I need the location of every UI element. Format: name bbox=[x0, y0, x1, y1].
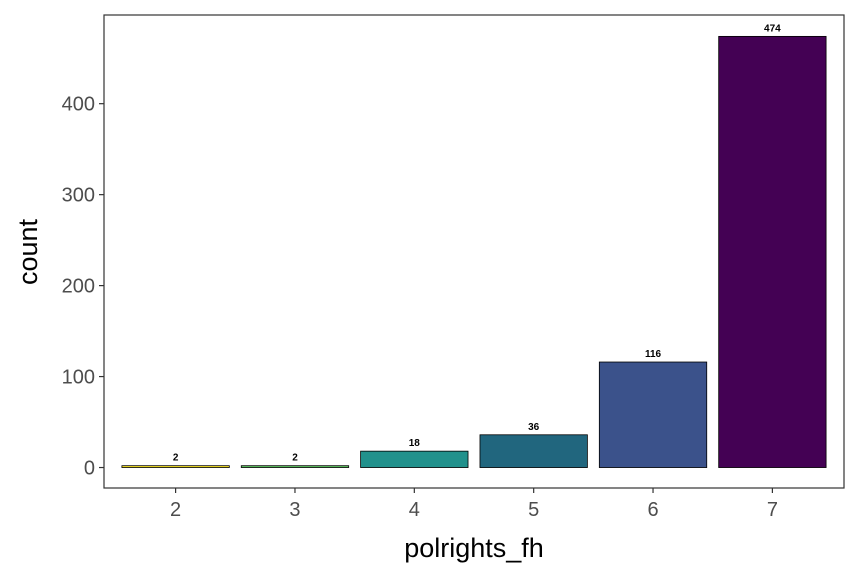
bar-5 bbox=[479, 434, 588, 468]
y-tick-label-400: 400 bbox=[62, 94, 95, 116]
data-label-5: 36 bbox=[528, 422, 540, 433]
y-axis-title: count bbox=[13, 218, 43, 285]
data-labels-group: 2 2 18 36 116 474 bbox=[173, 23, 781, 463]
x-axis-title: polrights_fh bbox=[404, 533, 544, 563]
x-tick-label-3: 3 bbox=[289, 499, 300, 521]
y-tick-label-100: 100 bbox=[62, 367, 95, 389]
bar-4 bbox=[360, 450, 469, 468]
bar-2 bbox=[121, 465, 230, 468]
data-label-4: 18 bbox=[409, 438, 421, 449]
x-tick-label-5: 5 bbox=[528, 499, 539, 521]
y-tick-label-200: 200 bbox=[62, 276, 95, 298]
bar-7 bbox=[718, 35, 827, 468]
y-tick-label-0: 0 bbox=[84, 458, 95, 480]
bar-6 bbox=[598, 361, 708, 468]
bar-3 bbox=[240, 465, 350, 468]
x-tick-label-4: 4 bbox=[409, 499, 420, 521]
data-label-2: 2 bbox=[173, 453, 179, 464]
data-label-7: 474 bbox=[764, 23, 781, 34]
y-tick-label-300: 300 bbox=[62, 185, 95, 207]
data-label-3: 2 bbox=[292, 453, 298, 464]
x-axis: 2 3 4 5 6 7 bbox=[170, 488, 778, 521]
x-tick-label-2: 2 bbox=[170, 499, 181, 521]
bars-group bbox=[121, 35, 827, 468]
y-axis: 0 100 200 300 400 bbox=[62, 94, 104, 480]
data-label-6: 116 bbox=[645, 349, 662, 360]
x-tick-label-7: 7 bbox=[767, 499, 778, 521]
x-tick-label-6: 6 bbox=[647, 499, 658, 521]
